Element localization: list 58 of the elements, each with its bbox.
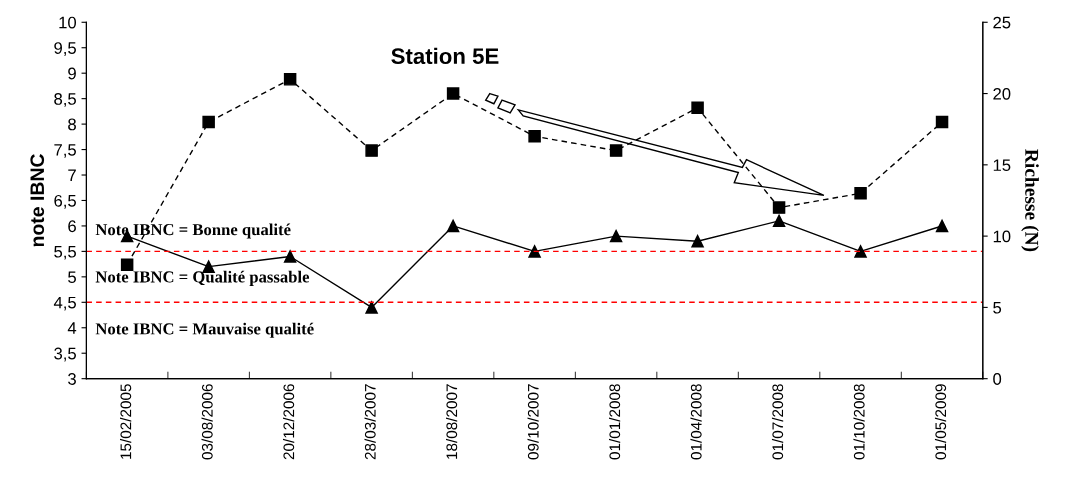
- point: [365, 144, 378, 157]
- y2-tick-label: 20: [993, 87, 1011, 100]
- point: [528, 245, 541, 258]
- point: [854, 245, 867, 258]
- y-tick-label: 4,5: [53, 296, 76, 311]
- y-tick-label: 7: [68, 169, 76, 182]
- y-tick-label: 5,5: [54, 245, 76, 260]
- y-tick-label: 10: [59, 16, 77, 29]
- point: [609, 144, 623, 157]
- point: [691, 101, 704, 115]
- x-tick-label: 09/10/2007: [527, 384, 539, 460]
- point: [854, 187, 867, 200]
- y2-tick-label: 0: [993, 373, 1002, 385]
- x-tick-label: 01/07/2008: [771, 384, 784, 460]
- text: Station 5E: [391, 47, 499, 65]
- y-tick-label: 3: [68, 373, 76, 385]
- y-tick-label: 6,5: [54, 194, 76, 209]
- annotation: Note IBNC = Mauvaise qualité: [95, 322, 314, 338]
- point: [935, 219, 949, 233]
- y-tick-label: 9: [68, 67, 76, 80]
- y2-axis-title: Richesse (N): [1021, 149, 1039, 252]
- y-tick-label: 8,5: [54, 93, 76, 107]
- y-tick-label: 5: [68, 271, 76, 284]
- y-tick-label: 9,5: [54, 42, 76, 56]
- point: [528, 130, 541, 143]
- point: [691, 234, 704, 248]
- point: [446, 219, 460, 233]
- y2-tick-label: 5: [993, 301, 1002, 314]
- x-tick-label: 20/12/2006: [283, 384, 295, 460]
- x-tick-label: 15/02/2005: [120, 384, 132, 459]
- y-tick-label: 7,5: [54, 144, 76, 158]
- x-tick-label: 01/10/2008: [853, 384, 865, 460]
- y-tick-label: 4: [67, 322, 77, 334]
- y2-tick-label: 15: [993, 159, 1011, 172]
- y-tick-label: 6: [68, 220, 76, 233]
- annotation: Note IBNC = Qualité passable: [95, 270, 310, 286]
- x-tick-label: 18/08/2007: [445, 384, 458, 459]
- point: [283, 73, 297, 86]
- x-tick-label: 01/05/2009: [934, 384, 947, 460]
- point: [935, 115, 949, 129]
- y2-tick-label: 25: [993, 16, 1011, 29]
- y2-tick-label: 10: [993, 230, 1011, 243]
- point: [772, 214, 786, 228]
- point: [365, 301, 378, 314]
- point: [120, 258, 134, 271]
- x-tick-label: 03/08/2006: [201, 384, 213, 460]
- point: [772, 201, 786, 214]
- point: [283, 250, 297, 263]
- y-tick-label: 3,5: [54, 347, 76, 362]
- y-tick-label: 8: [68, 118, 76, 131]
- point: [446, 87, 460, 100]
- annotation: Note IBNC = Bonne qualité: [95, 223, 291, 239]
- y-axis-title: note IBNC: [30, 154, 45, 247]
- x-tick-label: 28/03/2007: [364, 384, 376, 460]
- point: [202, 115, 215, 129]
- x-tick-label: 01/04/2008: [690, 384, 702, 460]
- x-tick-label: 01/01/2008: [608, 384, 621, 460]
- point: [609, 229, 623, 243]
